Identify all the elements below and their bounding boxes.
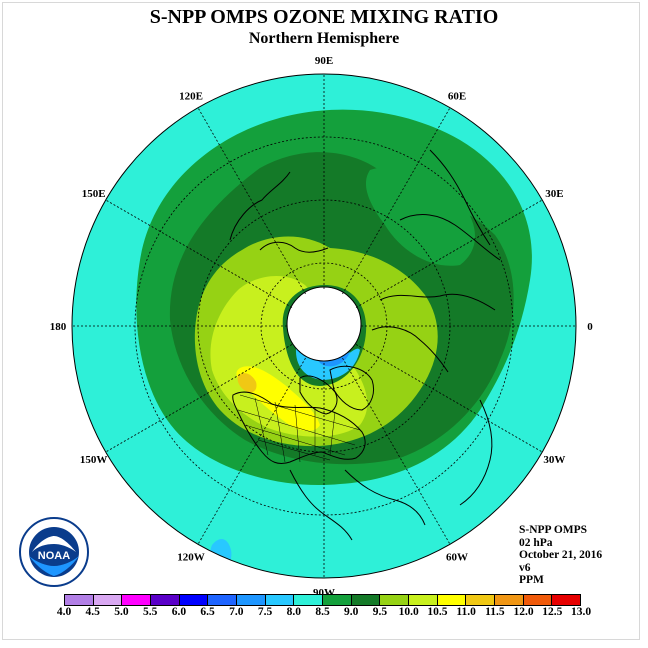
africa-west-coast bbox=[459, 399, 493, 506]
contour-7-5-patch bbox=[210, 538, 232, 570]
colorbar bbox=[64, 594, 581, 606]
colorbar-swatch bbox=[151, 595, 180, 605]
lon-label-150w: 150W bbox=[80, 454, 108, 466]
colorbar-swatch bbox=[65, 595, 94, 605]
date-label: October 21, 2016 bbox=[519, 549, 603, 562]
graticule bbox=[72, 74, 576, 578]
siberia-east-coast bbox=[259, 241, 329, 253]
east-asia-coast bbox=[229, 171, 291, 241]
colorbar-tick-label: 9.5 bbox=[372, 606, 388, 618]
colorbar-tick-label: 5.5 bbox=[142, 606, 158, 618]
colorbar-tick-label: 5.0 bbox=[114, 606, 129, 618]
lon-label-60e: 60E bbox=[448, 91, 466, 103]
colorbar-tick-label: 13.0 bbox=[570, 606, 592, 618]
colorbar-tick-label: 6.0 bbox=[171, 606, 187, 618]
noaa-logo-icon: NOAA bbox=[19, 517, 89, 587]
colorbar-swatch bbox=[437, 595, 467, 605]
lon-label-120e: 120E bbox=[179, 91, 203, 103]
contour-10-5 bbox=[236, 366, 320, 431]
figure-frame bbox=[2, 2, 640, 640]
colorbar-swatch bbox=[323, 595, 352, 605]
north-america-coast bbox=[232, 391, 366, 465]
colorbar-tick-label: 6.5 bbox=[200, 606, 215, 618]
map-boundary bbox=[71, 73, 577, 579]
colorbar-tick-label: 8.0 bbox=[286, 606, 301, 618]
colorbar-tick-label: 8.5 bbox=[315, 606, 330, 618]
colorbar-swatch bbox=[351, 595, 381, 605]
lon-label-180: 180 bbox=[50, 321, 67, 333]
colorbar-tick-label: 7.5 bbox=[257, 606, 273, 618]
colorbar-tick-label: 12.5 bbox=[542, 606, 563, 618]
colorbar-tick-label: 10.5 bbox=[427, 606, 448, 618]
instrument-label: S-NPP OMPS bbox=[519, 524, 588, 536]
lon-label-30e: 30E bbox=[545, 188, 563, 200]
colorbar-tick-label: 12.0 bbox=[513, 606, 534, 618]
north-america-grid bbox=[237, 394, 361, 463]
map-title: S-NPP OMPS OZONE MIXING RATIO bbox=[149, 6, 499, 28]
colorbar-swatch bbox=[237, 595, 266, 605]
colorbar-swatch bbox=[466, 595, 496, 605]
colorbar-tick-label: 7.0 bbox=[229, 606, 244, 618]
colorbar-swatch bbox=[122, 595, 152, 605]
lon-label-0: 0 bbox=[587, 321, 593, 333]
lon-label-60w: 60W bbox=[446, 551, 468, 563]
russia-north-coast bbox=[379, 293, 496, 311]
europe-coast bbox=[371, 326, 449, 373]
colorbar-swatch bbox=[409, 595, 438, 605]
south-america-north-coast bbox=[344, 469, 426, 526]
colorbar-swatch bbox=[552, 595, 581, 605]
lon-label-90e: 90E bbox=[315, 55, 333, 67]
colorbar-tick-label: 4.5 bbox=[85, 606, 100, 618]
central-america-coast bbox=[289, 469, 353, 541]
colorbar-swatch bbox=[208, 595, 238, 605]
colorbar-swatch bbox=[265, 595, 295, 605]
version-label: v6 bbox=[519, 561, 531, 574]
lon-label-150e: 150E bbox=[82, 188, 106, 200]
colorbar-tick-label: 11.0 bbox=[456, 606, 476, 618]
contour-8-5-inner bbox=[365, 166, 475, 266]
colorbar-swatch bbox=[495, 595, 524, 605]
colorbar-swatch bbox=[294, 595, 324, 605]
info-block: S-NPP OMPS 02 hPa October 21, 2016 v6 PP… bbox=[519, 524, 602, 587]
greenland-coast bbox=[329, 365, 375, 411]
colorbar-tick-label: 10.0 bbox=[398, 606, 419, 618]
hudson-bay-coast bbox=[299, 375, 338, 415]
central-asia-coast bbox=[399, 214, 501, 261]
ozone-field bbox=[72, 74, 576, 578]
lon-label-30w: 30W bbox=[543, 454, 565, 466]
colorbar-swatch bbox=[179, 595, 209, 605]
colorbar-tick-label: 9.0 bbox=[344, 606, 359, 618]
colorbar-tick-label: 4.0 bbox=[56, 606, 72, 618]
pressure-label: 02 hPa bbox=[519, 536, 553, 549]
no-data-polar-cap bbox=[286, 286, 362, 362]
colorbar-tick-label: 11.5 bbox=[485, 606, 505, 618]
contour-11-0 bbox=[237, 373, 257, 393]
noaa-logo: NOAA bbox=[18, 516, 90, 593]
state-grid-lines bbox=[237, 394, 361, 463]
units-label: PPM bbox=[519, 574, 544, 587]
colorbar-swatch bbox=[93, 595, 123, 605]
lon-label-120w: 120W bbox=[177, 551, 205, 563]
noaa-logo-text: NOAA bbox=[38, 550, 70, 562]
colorbar-swatch bbox=[380, 595, 410, 605]
map-subtitle: Northern Hemisphere bbox=[248, 30, 400, 47]
colorbar-labels: 4.0 4.5 5.0 5.5 6.0 6.5 7.0 7.5 8.0 8.5 9.0 9.5 10.0… bbox=[57, 606, 591, 622]
colorbar-swatch bbox=[523, 595, 553, 605]
